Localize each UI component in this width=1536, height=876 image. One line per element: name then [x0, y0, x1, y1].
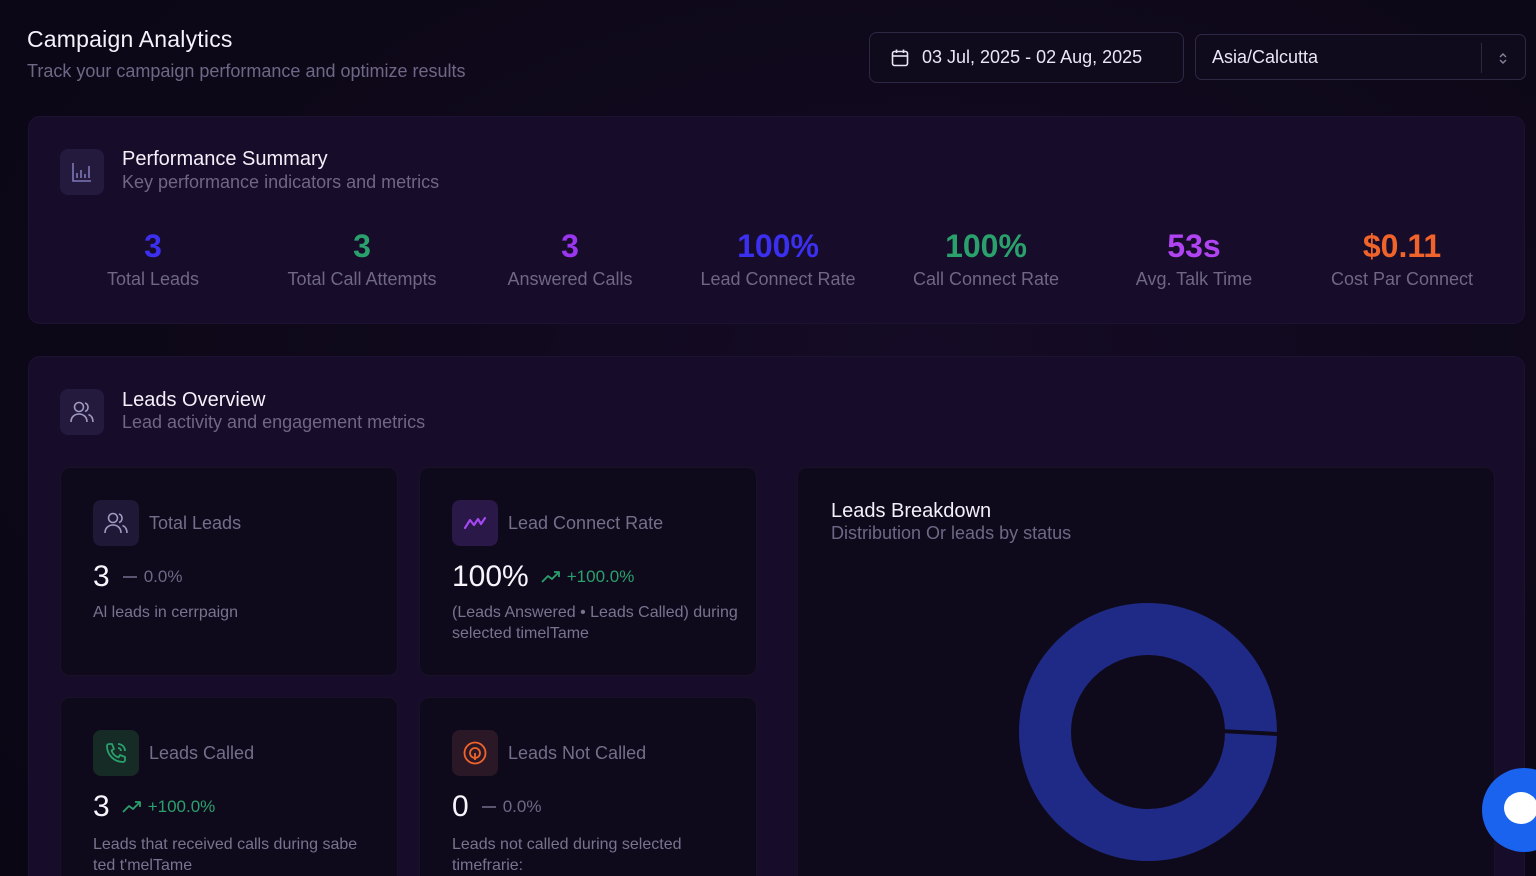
metric-value: $0.11: [1362, 228, 1442, 264]
stat-description: (Leads Answered • Leads Called) during s…: [452, 604, 738, 642]
metric-value: 3: [353, 228, 371, 264]
metric-label: Call Connect Rate: [912, 269, 1060, 289]
stat-value: 3: [93, 560, 110, 593]
breakdown-title: Leads Breakdown: [831, 500, 992, 522]
section-subtitle: Lead activity and engagement metrics: [122, 412, 426, 432]
stat-value-row: 3 +100.0%: [93, 790, 215, 824]
metric-total-leads: 3 Total Leads: [53, 227, 253, 290]
chat-bubble-icon: [1504, 792, 1536, 824]
metric-answered-calls: 3 Answered Calls: [470, 227, 670, 290]
timezone-value: Asia/Calcutta: [1212, 46, 1319, 67]
trending-up-icon: [541, 571, 560, 583]
metric-label: Total Call Attempts: [287, 269, 437, 289]
section-title: Performance Summary: [122, 148, 328, 170]
stat-card-leads-called: Leads Called 3 +100.0% Leads that receiv…: [60, 697, 398, 876]
phone-off-icon: [452, 730, 498, 776]
metric-value: 53s: [1167, 228, 1221, 264]
metric-cost-per-connect: $0.11 Cost Par Connect: [1302, 227, 1502, 290]
stat-value: 3: [93, 790, 110, 823]
metric-value: 3: [561, 228, 579, 264]
metric-avg-talk-time: 53s Avg. Talk Time: [1094, 227, 1294, 290]
minus-icon: [122, 576, 137, 578]
page-subtitle: Track your campaign performance and opti…: [27, 61, 466, 81]
metric-lead-connect-rate: 100% Lead Connect Rate: [678, 227, 878, 290]
metric-label: Lead Connect Rate: [700, 269, 856, 289]
performance-summary-card: Performance Summary Key performance indi…: [28, 116, 1525, 324]
users-icon: [93, 500, 139, 546]
metric-label: Answered Calls: [507, 269, 633, 289]
timezone-select[interactable]: Asia/Calcutta: [1195, 34, 1526, 80]
leads-overview-card: Leads Overview Lead activity and engagem…: [28, 356, 1525, 876]
stat-value-row: 0 0.0%: [452, 790, 541, 824]
activity-icon: [452, 500, 498, 546]
stat-change: 0.0%: [481, 797, 542, 817]
stat-change: +100.0%: [122, 797, 216, 817]
bar-chart-icon: [60, 149, 104, 195]
trending-up-icon: [122, 801, 141, 813]
stat-change-value: 0.0%: [143, 567, 183, 586]
metric-value: 100%: [737, 228, 819, 264]
date-range-label: 03 Jul, 2025 - 02 Aug, 2025: [922, 47, 1143, 67]
stat-value-row: 100% +100.0%: [452, 560, 634, 594]
page-header: Campaign Analytics Track your campaign p…: [27, 26, 466, 82]
metric-call-connect-rate: 100% Call Connect Rate: [886, 227, 1086, 290]
users-icon: [60, 389, 104, 435]
chevron-up-down-icon: [1499, 53, 1507, 64]
metric-value: 100%: [945, 228, 1027, 264]
section-subtitle: Key performance indicators and metrics: [122, 172, 440, 192]
metric-label: Cost Par Connect: [1330, 269, 1474, 289]
stat-value: 100%: [452, 560, 529, 593]
leads-donut-chart[interactable]: [1016, 600, 1280, 864]
stat-value-row: 3 0.0%: [93, 560, 182, 594]
section-title: Leads Overview: [122, 389, 266, 411]
stat-value: 0: [452, 790, 469, 823]
stat-title: Leads Not Called: [508, 743, 647, 763]
stat-description: Leads not called during selected timefra…: [452, 836, 682, 874]
stat-card-total-leads: Total Leads 3 0.0% Al leads in cerrpaign: [60, 467, 398, 676]
stat-description: Al leads in cerrpaign: [93, 604, 238, 621]
metric-label: Avg. Talk Time: [1135, 269, 1253, 289]
stat-change-value: +100.0%: [566, 567, 635, 586]
calendar-icon: [891, 49, 909, 66]
phone-call-icon: [93, 730, 139, 776]
minus-icon: [481, 806, 496, 808]
stat-card-leads-not-called: Leads Not Called 0 0.0% Leads not called…: [419, 697, 757, 876]
stat-change-value: 0.0%: [502, 797, 542, 816]
leads-breakdown-card: Leads Breakdown Distribution Or leads by…: [797, 467, 1495, 876]
metric-value: 3: [144, 228, 162, 264]
breakdown-subtitle: Distribution Or leads by status: [831, 523, 1072, 543]
metric-total-call-attempts: 3 Total Call Attempts: [262, 227, 462, 290]
stat-title: Leads Called: [149, 743, 255, 763]
select-divider: [1481, 43, 1482, 73]
stat-title: Lead Connect Rate: [508, 513, 664, 533]
donut-segment-gap: [1200, 728, 1279, 736]
stat-change: +100.0%: [541, 567, 635, 587]
stat-change: 0.0%: [122, 567, 183, 587]
stat-title: Total Leads: [149, 513, 242, 533]
stat-card-lead-connect-rate: Lead Connect Rate 100% +100.0% (Leads An…: [419, 467, 757, 676]
stat-change-value: +100.0%: [147, 797, 216, 816]
page-title: Campaign Analytics: [27, 26, 233, 52]
date-range-picker[interactable]: 03 Jul, 2025 - 02 Aug, 2025: [869, 32, 1184, 83]
stat-description: Leads that received calls during sabe te…: [93, 836, 358, 874]
metric-label: Total Leads: [106, 269, 200, 289]
